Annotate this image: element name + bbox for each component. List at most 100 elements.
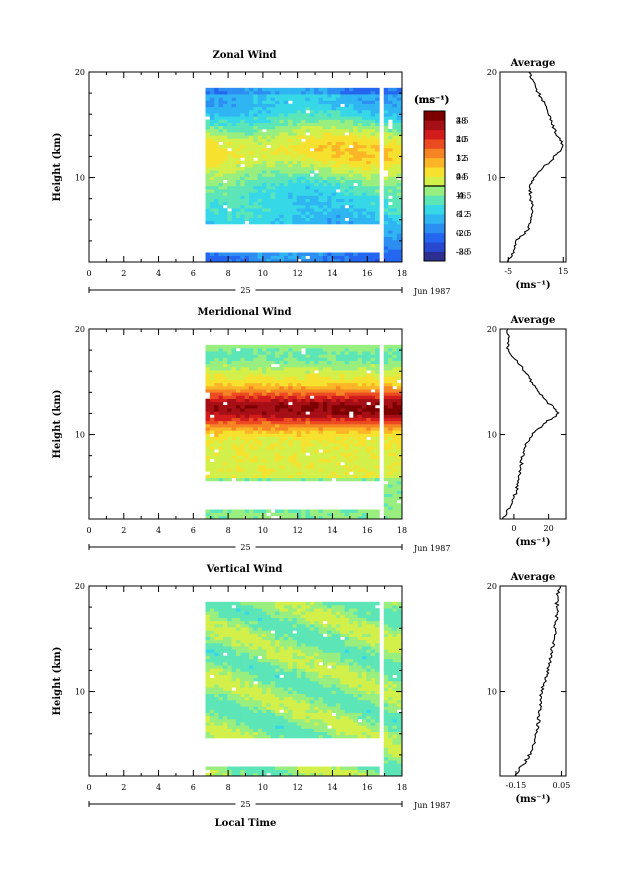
heatmap-cell [266,208,272,212]
heatmap-cell [231,766,237,770]
heatmap-cell [340,509,345,513]
heatmap-cell [362,170,367,174]
heatmap-cell [205,458,211,463]
heatmap-cell [214,373,219,377]
heatmap-cell [222,443,228,447]
heatmap-cell [335,439,341,444]
heatmap-cell [231,433,237,437]
heatmap-cell [340,379,345,384]
heatmap-cell [362,354,367,358]
heatmap-cell [244,614,250,618]
heatmap-cell [240,433,245,437]
heatmap-cell [301,417,306,422]
heatmap-cell [214,462,219,466]
heatmap-cell [257,141,263,146]
heatmap-cell [296,392,302,396]
heatmap-cell [235,97,241,101]
heatmap-cell [283,477,289,482]
heatmap-cell [218,170,224,174]
heatmap-cell [348,348,354,352]
heatmap-cell [218,379,224,384]
heatmap-cell [309,401,315,406]
heatmap-cell [248,179,254,184]
heatmap-cell [209,655,215,660]
heatmap-cell [257,97,263,101]
heatmap-cell [270,116,276,120]
heatmap-cell [383,94,389,98]
heatmap-cell [288,113,293,117]
heatmap-cell [375,357,380,361]
heatmap-cell [362,357,367,361]
heatmap-cell [309,509,315,513]
heatmap-cell [257,715,263,720]
heatmap-cell [231,195,237,199]
heatmap-cell [396,113,402,117]
heatmap-cell [235,706,241,710]
heatmap-cell [388,398,393,403]
heatmap-cell [270,182,276,187]
heatmap-cell [396,195,402,199]
heatmap-cell [240,608,245,612]
heatmap-cell [375,201,380,206]
heatmap-cell [314,182,319,187]
heatmap-cell [344,439,350,444]
heatmap-cell [222,509,228,513]
heatmap-cell [348,141,354,146]
heatmap-cell [266,436,272,441]
heatmap-cell [327,138,332,142]
heatmap-cell [257,601,263,606]
heatmap-cell [209,436,215,441]
heatmap-cell [262,382,267,387]
heatmap-cell [235,439,241,444]
heatmap-cell [296,433,302,437]
heatmap-cell [296,376,302,380]
heatmap-cell [248,474,254,479]
heatmap-cell [340,392,345,396]
heatmap-cell [388,227,393,231]
heatmap-cell [375,94,380,98]
heatmap-cell [288,138,293,142]
heatmap-cell [248,135,254,139]
heatmap-cell [322,427,328,431]
heatmap-cell [348,110,354,114]
heatmap-cell [292,379,298,384]
heatmap-cell [257,186,263,190]
heatmap-cell [205,151,211,155]
colorbar-tick-label: 8 [456,210,461,219]
heatmap-cell [309,405,315,409]
heatmap-cell [392,477,398,482]
heatmap-cell [396,100,402,104]
heatmap-cell [209,389,215,393]
heatmap-cell [392,471,398,475]
heatmap-cell [266,443,272,447]
heatmap-cell [257,766,263,770]
heatmap-cell [288,477,293,482]
heatmap-cell [288,515,293,520]
heatmap-cell [362,258,367,263]
heatmap-cell [344,512,350,517]
heatmap-cell [388,243,393,247]
heatmap-cell [292,414,298,418]
heatmap-cell [275,354,280,358]
heatmap-cell [262,119,267,123]
heatmap-cell [296,195,302,199]
heatmap-cell [248,91,254,95]
heatmap-cell [218,452,224,456]
heatmap-cell [314,477,319,482]
heatmap-cell [214,129,219,133]
heatmap-cell [392,94,398,98]
heatmap-cell [344,157,350,161]
heatmap-cell [288,160,293,165]
heatmap-cell [244,430,250,434]
heatmap-cell [335,417,341,422]
heatmap-cell [288,201,293,206]
heatmap-cell [253,405,258,409]
heatmap-cell [322,201,328,206]
heatmap-cell [366,417,371,422]
heatmap-cell [288,395,293,399]
heatmap-cell [292,167,298,171]
heatmap-cell [209,386,215,390]
heatmap-cell [288,427,293,431]
heatmap-cell [296,176,302,180]
